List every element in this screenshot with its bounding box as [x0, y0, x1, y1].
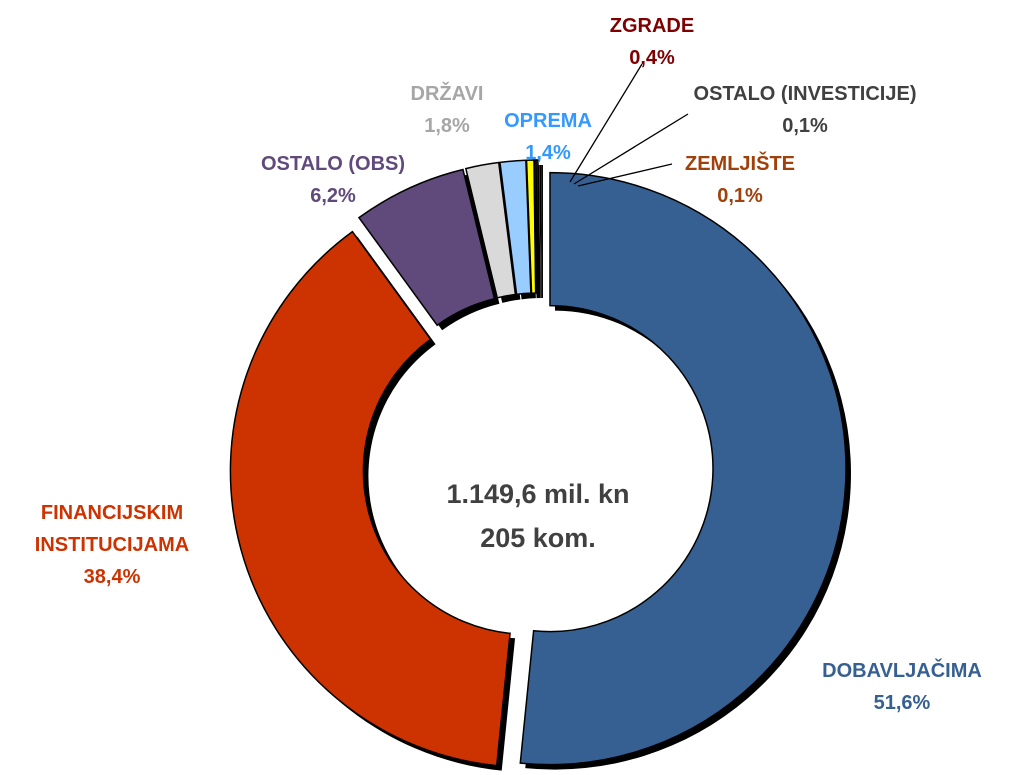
center-line: 205 kom.	[480, 523, 596, 553]
category-label: ZEMLJIŠTE	[684, 153, 796, 175]
value-label: 0,1%	[782, 115, 828, 137]
slice-label: DRŽAVI 1,8%	[411, 78, 484, 142]
slice-label: OPREMA 1,4%	[504, 105, 592, 169]
value-label: 0,4%	[629, 47, 675, 69]
slice	[229, 230, 511, 767]
category-label: DRŽAVI	[410, 83, 484, 105]
slice-label: OSTALO (OBS) 6,2%	[261, 148, 405, 212]
leader-line	[577, 163, 673, 187]
slice	[519, 171, 847, 766]
value-label: 1,8%	[424, 115, 470, 137]
category-label: DOBAVLJAČIMA	[822, 660, 982, 682]
value-label: 51,6%	[873, 692, 931, 714]
value-label: 6,2%	[310, 185, 356, 207]
slice	[535, 159, 539, 294]
leader-line	[573, 113, 689, 185]
slice-label: OSTALO (INVESTICIJE) 0,1%	[694, 78, 917, 142]
value-label: 0,1%	[717, 185, 763, 207]
slice-label: FINANCIJSKIM INSTITUCIJAMA 38,4%	[2, 497, 222, 593]
slice-label: DOBAVLJAČIMA 51,6%	[822, 655, 982, 719]
value-label: 1,4%	[525, 142, 571, 164]
slice-label: ZGRADE 0,4%	[610, 10, 694, 74]
slice	[464, 161, 517, 299]
category-label: OSTALO (OBS)	[260, 153, 406, 175]
slice-shadow	[539, 165, 542, 299]
slice-shadow	[541, 165, 543, 299]
value-label: 38,4%	[83, 566, 141, 588]
center-text: 1.149,6 mil. kn 205 kom.	[446, 472, 629, 560]
center-line: 1.149,6 mil. kn	[446, 479, 630, 509]
category-label: OSTALO (INVESTICIJE)	[693, 83, 917, 105]
slice	[357, 168, 496, 327]
slice-label: ZEMLJIŠTE 0,1%	[685, 148, 795, 212]
category-label: ZGRADE	[609, 15, 695, 37]
category-label: FINANCIJSKIM INSTITUCIJAMA	[34, 502, 190, 556]
category-label: OPREMA	[504, 110, 592, 132]
leader-line	[569, 63, 643, 183]
